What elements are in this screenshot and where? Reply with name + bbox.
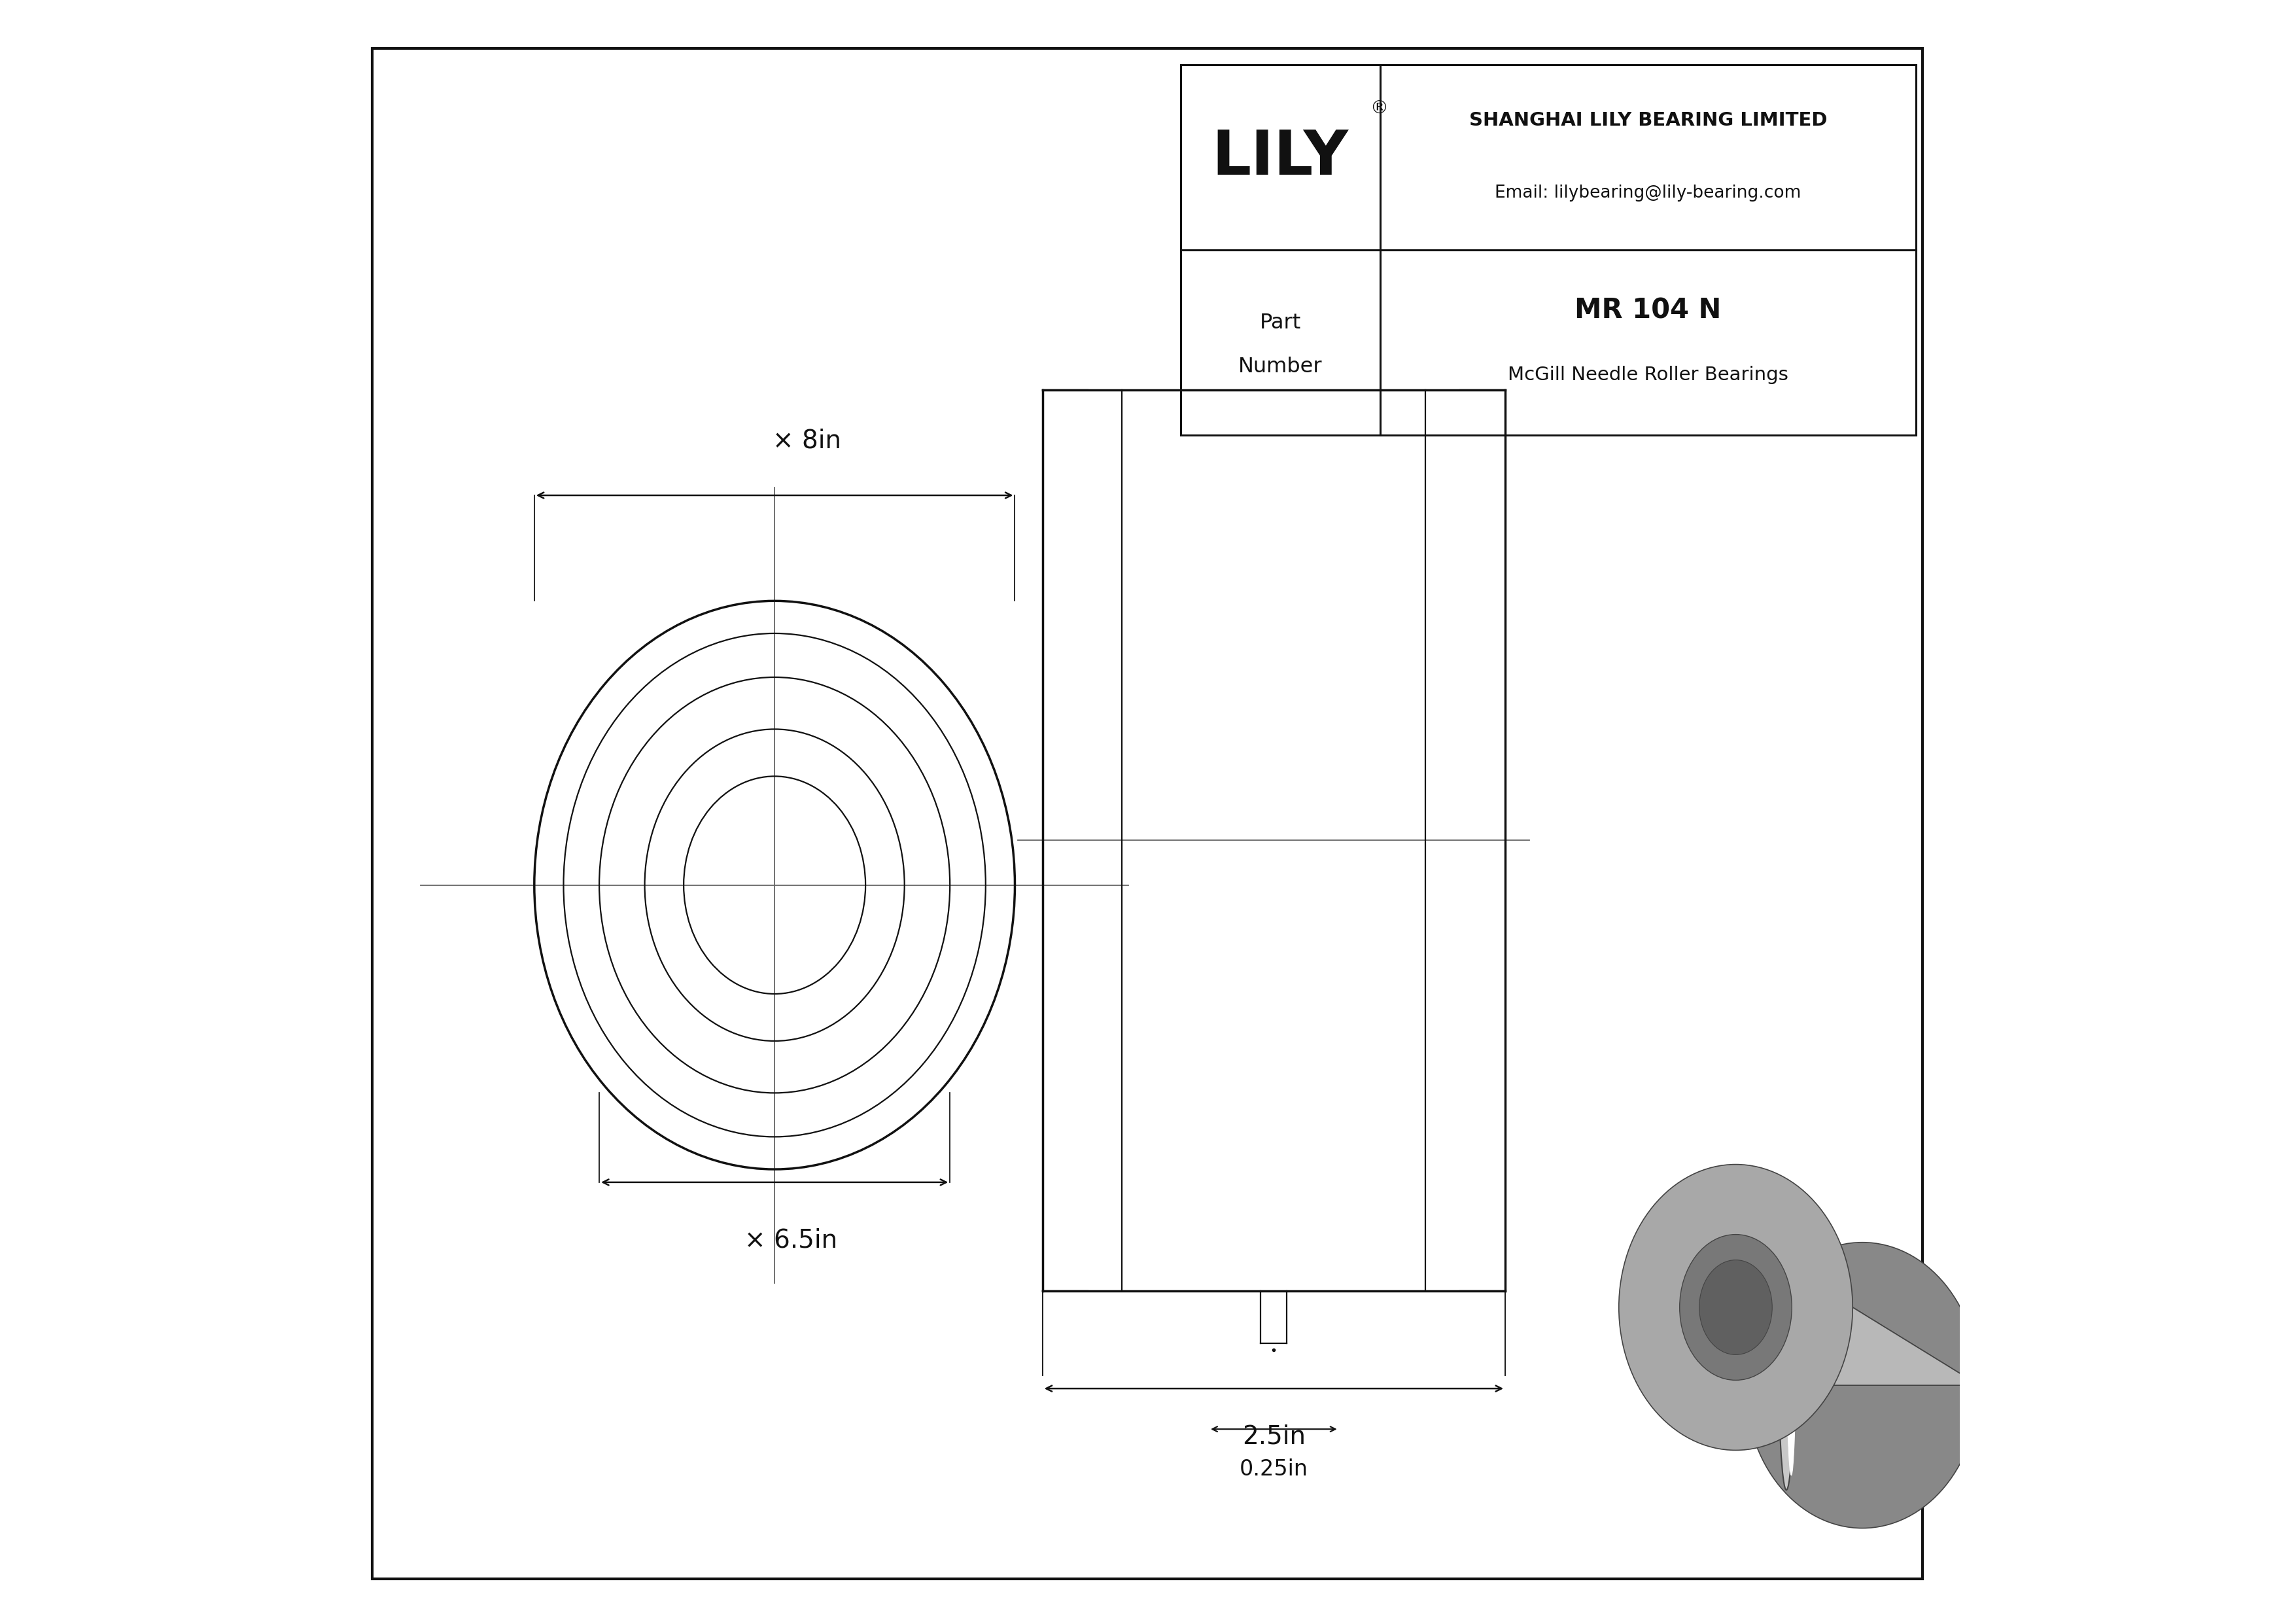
- Text: Part: Part: [1261, 313, 1302, 333]
- Ellipse shape: [1777, 1187, 1795, 1489]
- Text: SHANGHAI LILY BEARING LIMITED: SHANGHAI LILY BEARING LIMITED: [1469, 110, 1828, 130]
- Text: McGill Needle Roller Bearings: McGill Needle Roller Bearings: [1508, 365, 1789, 385]
- Bar: [1180, 65, 1915, 435]
- Text: MR 104 N: MR 104 N: [1575, 297, 1722, 323]
- Ellipse shape: [1619, 1164, 1853, 1450]
- Text: 0.25in: 0.25in: [1240, 1458, 1309, 1479]
- Ellipse shape: [1699, 1260, 1773, 1354]
- Ellipse shape: [1681, 1234, 1791, 1380]
- Text: × 8in: × 8in: [774, 429, 840, 453]
- Ellipse shape: [1745, 1242, 1979, 1528]
- Text: Email: lilybearing@lily-bearing.com: Email: lilybearing@lily-bearing.com: [1495, 185, 1802, 201]
- Text: Number: Number: [1238, 357, 1322, 377]
- Polygon shape: [1619, 1307, 1979, 1385]
- Text: ®: ®: [1371, 99, 1387, 119]
- Text: 2.5in: 2.5in: [1242, 1424, 1306, 1449]
- Text: LILY: LILY: [1212, 127, 1348, 188]
- Polygon shape: [1619, 1307, 1979, 1385]
- Ellipse shape: [1786, 1195, 1795, 1475]
- Text: × 6.5in: × 6.5in: [744, 1228, 838, 1252]
